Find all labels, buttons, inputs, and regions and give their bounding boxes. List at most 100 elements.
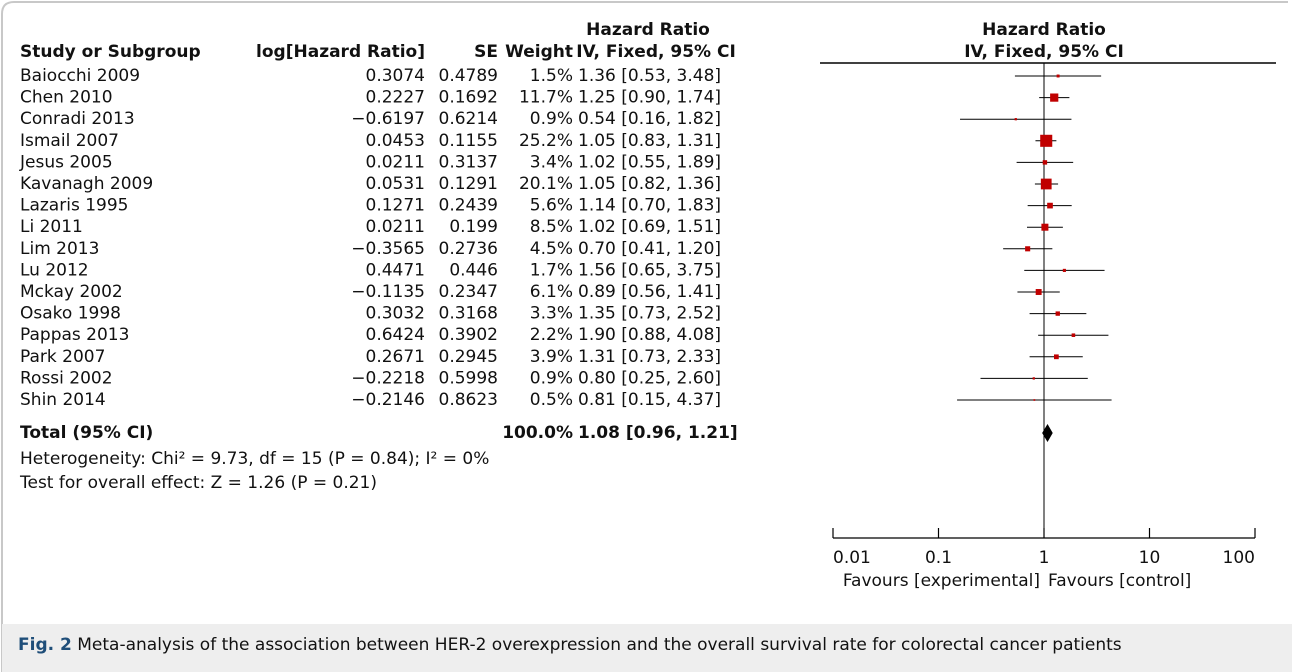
study-name: Lu 2012 <box>20 260 89 280</box>
hr-square <box>1025 246 1031 252</box>
hr-square <box>1042 160 1048 165</box>
study-name: Kavanagh 2009 <box>20 174 153 194</box>
study-name: Chen 2010 <box>20 88 113 108</box>
study-name: Lim 2013 <box>20 239 99 259</box>
study-name: Jesus 2005 <box>19 152 113 172</box>
log-hr: −0.1135 <box>351 282 425 302</box>
hr-square <box>1054 354 1059 360</box>
study-name: Ismail 2007 <box>20 131 119 151</box>
se: 0.3168 <box>439 304 498 324</box>
ci-label: 0.89 [0.56, 1.41] <box>578 282 721 302</box>
log-hr: 0.3032 <box>366 304 425 324</box>
weight: 8.5% <box>530 217 573 237</box>
hr-square <box>1041 223 1049 231</box>
hr-square <box>1055 311 1060 316</box>
hr-square <box>1032 377 1035 380</box>
x-tick-label: 1 <box>1039 548 1050 568</box>
log-hr: −0.3565 <box>351 239 425 259</box>
total-ci: 1.08 [0.96, 1.21] <box>578 423 738 443</box>
header: Hazard Ratio <box>586 20 710 40</box>
weight: 25.2% <box>519 131 573 151</box>
caption: Fig. 2 Meta-analysis of the association … <box>18 635 1122 655</box>
se: 0.1155 <box>439 131 498 151</box>
plot-subtitle: IV, Fixed, 95% CI <box>964 42 1124 62</box>
heterogeneity: Heterogeneity: Chi² = 9.73, df = 15 (P =… <box>20 449 489 469</box>
study-name: Mckay 2002 <box>20 282 123 302</box>
ci-label: 1.05 [0.83, 1.31] <box>578 131 721 151</box>
x-tick-label: 10 <box>1139 548 1161 568</box>
study-name: Pappas 2013 <box>20 325 129 345</box>
study-name: Baiocchi 2009 <box>20 66 140 86</box>
weight: 20.1% <box>519 174 573 194</box>
weight: 3.3% <box>530 304 573 324</box>
study-name: Lazaris 1995 <box>20 196 128 216</box>
log-hr: 0.2671 <box>366 347 425 367</box>
weight: 4.5% <box>530 239 573 259</box>
hr-square <box>1047 202 1053 209</box>
caption-text: Meta-analysis of the association between… <box>77 635 1122 655</box>
log-hr: 0.1271 <box>366 196 425 216</box>
study-name: Rossi 2002 <box>20 368 113 388</box>
hr-square <box>1040 178 1052 190</box>
favours-left: Favours [experimental] <box>843 571 1040 591</box>
ci-label: 1.02 [0.69, 1.51] <box>578 217 721 237</box>
se: 0.6214 <box>439 109 498 129</box>
hr-square <box>1033 399 1036 401</box>
ci-label: 1.31 [0.73, 2.33] <box>578 347 721 367</box>
ci-label: 0.81 [0.15, 4.37] <box>578 390 721 410</box>
log-hr: −0.2146 <box>351 390 425 410</box>
header: Study or Subgroup <box>20 42 201 62</box>
x-tick-label: 100 <box>1223 548 1255 568</box>
weight: 1.5% <box>530 66 573 86</box>
study-name: Shin 2014 <box>20 390 106 410</box>
x-tick-label: 0.1 <box>925 548 952 568</box>
se: 0.2736 <box>439 239 498 259</box>
weight: 6.1% <box>530 282 573 302</box>
weight: 0.9% <box>530 368 573 388</box>
favours-right: Favours [control] <box>1048 571 1191 591</box>
overall-effect: Test for overall effect: Z = 1.26 (P = 0… <box>19 473 377 493</box>
total-label: Total (95% CI) <box>20 423 153 443</box>
study-name: Osako 1998 <box>20 304 121 324</box>
se: 0.3137 <box>439 152 498 172</box>
study-name: Li 2011 <box>20 217 83 237</box>
log-hr: 0.2227 <box>366 88 425 108</box>
weight: 11.7% <box>519 88 573 108</box>
ci-label: 0.80 [0.25, 2.60] <box>578 368 721 388</box>
hr-square <box>1062 268 1066 272</box>
weight: 0.5% <box>530 390 573 410</box>
hr-square <box>1071 333 1076 337</box>
header: log[Hazard Ratio] <box>256 42 425 62</box>
log-hr: 0.4471 <box>366 260 425 280</box>
ci-label: 1.05 [0.82, 1.36] <box>578 174 721 194</box>
log-hr: 0.0453 <box>366 131 425 151</box>
se: 0.2945 <box>439 347 498 367</box>
se: 0.199 <box>449 217 498 237</box>
se: 0.446 <box>449 260 498 280</box>
weight: 2.2% <box>530 325 573 345</box>
ci-label: 0.70 [0.41, 1.20] <box>578 239 721 259</box>
log-hr: −0.2218 <box>351 368 425 388</box>
log-hr: 0.3074 <box>366 66 425 86</box>
se: 0.8623 <box>439 390 498 410</box>
study-name: Park 2007 <box>20 347 105 367</box>
ci-label: 1.36 [0.53, 3.48] <box>578 66 721 86</box>
se: 0.2439 <box>439 196 498 216</box>
x-tick-label: 0.01 <box>833 548 871 568</box>
ci-label: 1.25 [0.90, 1.74] <box>578 88 721 108</box>
log-hr: 0.6424 <box>366 325 425 345</box>
se: 0.5998 <box>439 368 498 388</box>
ci-label: 1.56 [0.65, 3.75] <box>578 260 721 280</box>
plot-title: Hazard Ratio <box>982 20 1106 40</box>
weight: 0.9% <box>530 109 573 129</box>
log-hr: 0.0211 <box>366 152 425 172</box>
header: IV, Fixed, 95% CI <box>576 42 736 62</box>
weight: 1.7% <box>530 260 573 280</box>
hr-square <box>1056 74 1060 78</box>
hr-square <box>1035 289 1042 295</box>
se: 0.2347 <box>439 282 498 302</box>
hr-square <box>1050 93 1059 102</box>
